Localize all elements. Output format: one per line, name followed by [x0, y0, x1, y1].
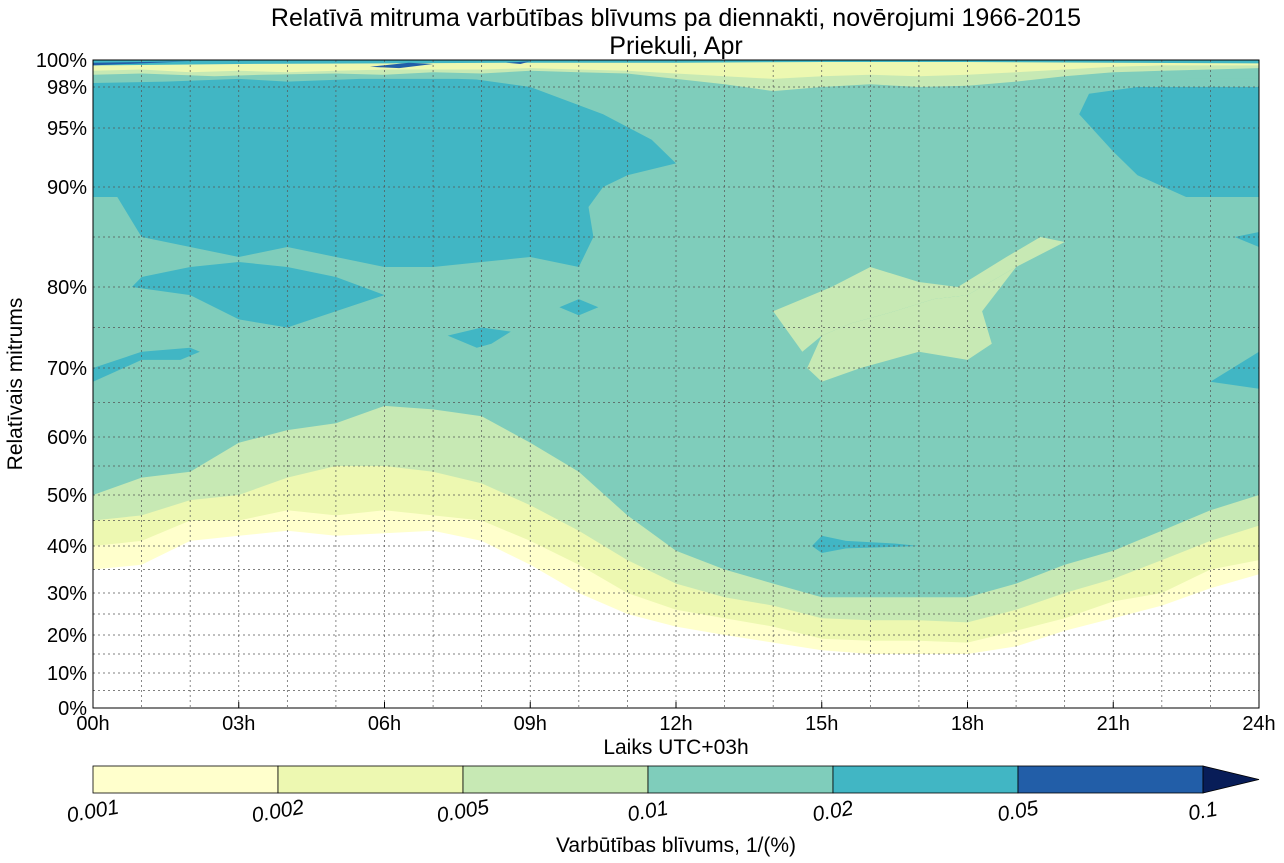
- colorbar-box: [647, 765, 834, 794]
- colorbar-extend-arrow: [1202, 765, 1260, 794]
- y-axis-label: Relatīvais mitrums: [4, 298, 27, 471]
- y-tick-label: 10%: [47, 663, 87, 685]
- colorbar: 0.001 0.002 0.005 0.01 0.02 0.05 0.1: [65, 765, 1260, 828]
- x-tick-label: 21h: [1097, 713, 1130, 735]
- x-axis-label: Laiks UTC+03h: [603, 736, 748, 759]
- island-0.02-1: [93, 347, 200, 382]
- colorbar-tick-label: 0.005: [435, 796, 491, 828]
- x-tick-label: 15h: [805, 713, 838, 735]
- island-0.02-5: [1210, 351, 1259, 389]
- island-0.02-6: [1234, 232, 1259, 247]
- x-tick-label: 03h: [222, 713, 255, 735]
- island-0.05-2: [506, 61, 531, 64]
- chart-subtitle: Priekuli, Apr: [609, 32, 742, 60]
- y-tick-label: 30%: [47, 583, 87, 605]
- x-axis-ticks: 00h 03h 06h 09h 12h 15h 18h 21h 24h: [76, 702, 1276, 735]
- colorbar-box: [1017, 765, 1204, 794]
- y-tick-label: 40%: [47, 536, 87, 558]
- y-tick-label: 98%: [47, 77, 87, 99]
- island-0.02-7: [812, 535, 919, 553]
- y-tick-label: 0%: [58, 698, 87, 720]
- y-tick-label: 70%: [47, 358, 87, 380]
- y-tick-label: 60%: [47, 427, 87, 449]
- colorbar-tick-label: 0.001: [65, 796, 121, 828]
- x-tick-label: 18h: [951, 713, 984, 735]
- island-0.05-1: [93, 61, 191, 66]
- colorbar-tick-label: 0.01: [626, 797, 670, 827]
- y-tick-label: 100%: [36, 50, 87, 72]
- y-axis-ticks: 0% 10% 20% 30% 40% 50% 60% 70% 80% 90% 95% 98% 100%: [36, 50, 87, 720]
- colorbar-box: [92, 765, 279, 794]
- colorbar-box: [277, 765, 464, 794]
- colorbar-tick-label: 0.05: [996, 797, 1041, 827]
- colorbar-tick-label: 0.002: [250, 796, 306, 828]
- x-tick-label: 09h: [514, 713, 547, 735]
- y-tick-label: 50%: [47, 485, 87, 507]
- island-0.02-2: [447, 327, 511, 348]
- y-tick-label: 80%: [47, 277, 87, 299]
- colorbar-box: [462, 765, 649, 794]
- y-tick-label: 20%: [47, 625, 87, 647]
- top-band-0.002: [93, 60, 1259, 79]
- island-0.005-1: [807, 267, 1017, 382]
- x-tick-label: 00h: [76, 713, 109, 735]
- y-tick-label: 90%: [47, 177, 87, 199]
- island-0.005-0: [773, 237, 1065, 352]
- island-0.02-3: [559, 299, 599, 316]
- x-tick-label: 24h: [1242, 713, 1275, 735]
- x-tick-label: 12h: [659, 713, 692, 735]
- grid-lines: [93, 60, 1259, 708]
- x-tick-label: 06h: [368, 713, 401, 735]
- island-0.02-0: [131, 262, 385, 328]
- colorbar-label: Varbūtības blīvums, 1/(%): [556, 834, 796, 857]
- colorbar-tick-label: 0.02: [811, 797, 856, 827]
- colorbar-tick-label: 0.1: [1187, 798, 1220, 826]
- island-0.05-0: [369, 62, 434, 69]
- y-tick-label: 95%: [47, 118, 87, 140]
- colorbar-box: [832, 765, 1019, 794]
- island-0.02-4: [1079, 87, 1259, 197]
- chart-title: Relatīvā mitruma varbūtības blīvums pa d…: [271, 4, 1081, 32]
